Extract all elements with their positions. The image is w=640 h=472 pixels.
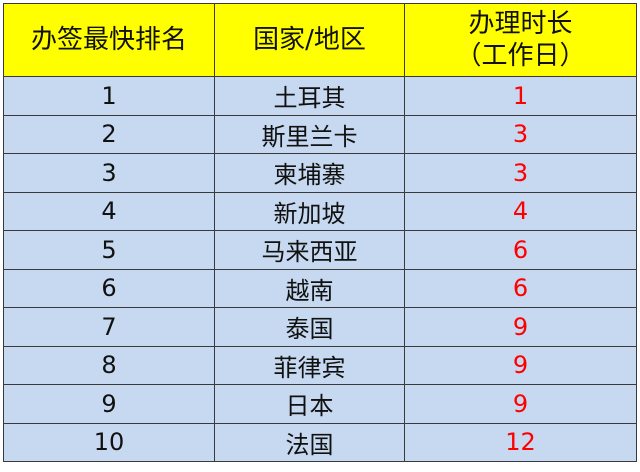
rank-cell: 2: [3, 114, 215, 154]
days-cell: 12: [404, 422, 637, 462]
header-country: 国家/地区: [214, 3, 405, 77]
table-row: 9 日本 9: [3, 384, 637, 424]
header-days-line2: （工作日）: [455, 41, 586, 71]
table-row: 6 越南 6: [3, 268, 637, 308]
country-cell: 越南: [214, 268, 405, 308]
table-row: 3 柬埔寨 3: [3, 153, 637, 193]
visa-ranking-table: 办签最快排名 国家/地区 办理时长 （工作日） 1 土耳其 1 2 斯里兰卡 3 3 柬埔寨 3…: [3, 3, 637, 462]
rank-cell: 8: [3, 345, 215, 385]
table-row: 7 泰国 9: [3, 307, 637, 347]
country-cell: 斯里兰卡: [214, 114, 405, 154]
days-cell: 9: [404, 384, 637, 424]
days-cell: 3: [404, 153, 637, 193]
country-cell: 日本: [214, 384, 405, 424]
rank-cell: 1: [3, 76, 215, 116]
country-cell: 土耳其: [214, 76, 405, 116]
header-rank: 办签最快排名: [3, 3, 215, 77]
table-row: 5 马来西亚 6: [3, 230, 637, 270]
rank-cell: 5: [3, 230, 215, 270]
country-cell: 柬埔寨: [214, 153, 405, 193]
table-row: 1 土耳其 1: [3, 76, 637, 116]
header-row: 办签最快排名 国家/地区 办理时长 （工作日）: [3, 3, 637, 77]
rank-cell: 3: [3, 153, 215, 193]
header-days: 办理时长 （工作日）: [404, 3, 637, 77]
rank-cell: 4: [3, 191, 215, 231]
days-cell: 9: [404, 307, 637, 347]
country-cell: 菲律宾: [214, 345, 405, 385]
country-cell: 法国: [214, 422, 405, 462]
days-cell: 4: [404, 191, 637, 231]
header-days-line1: 办理时长: [468, 9, 573, 39]
table-row: 10 法国 12: [3, 422, 637, 462]
country-cell: 新加坡: [214, 191, 405, 231]
table-row: 8 菲律宾 9: [3, 345, 637, 385]
days-cell: 9: [404, 345, 637, 385]
table-row: 4 新加坡 4: [3, 191, 637, 231]
country-cell: 泰国: [214, 307, 405, 347]
rank-cell: 10: [3, 422, 215, 462]
days-cell: 6: [404, 268, 637, 308]
rank-cell: 6: [3, 268, 215, 308]
days-cell: 3: [404, 114, 637, 154]
days-cell: 6: [404, 230, 637, 270]
country-cell: 马来西亚: [214, 230, 405, 270]
rank-cell: 9: [3, 384, 215, 424]
rank-cell: 7: [3, 307, 215, 347]
days-cell: 1: [404, 76, 637, 116]
table-row: 2 斯里兰卡 3: [3, 114, 637, 154]
